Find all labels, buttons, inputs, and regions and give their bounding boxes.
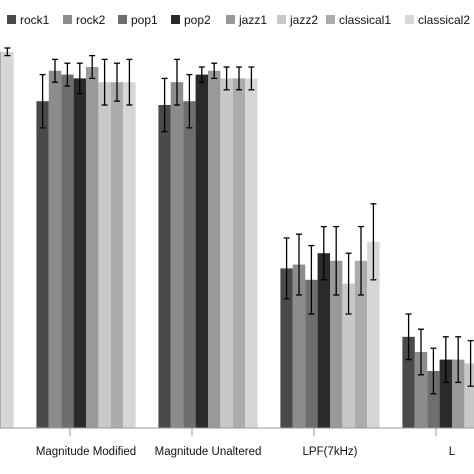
error-bar-classical1-3	[358, 225, 364, 296]
legend-swatch-classical1	[326, 15, 335, 24]
legend-item-jazz1: jazz1	[226, 13, 267, 27]
bar-classical1-1	[110, 82, 124, 428]
error-bar-jazz2-4	[467, 339, 474, 387]
error-bar-classical2-1	[126, 58, 133, 106]
bar-jazz2-2	[220, 78, 233, 429]
legend-label-jazz2: jazz2	[289, 13, 318, 27]
error-bar-rock2-4	[418, 328, 424, 376]
legend: rock1 rock2 pop1 pop2 jazz1 jazz2 classical1 cl…	[7, 13, 470, 27]
legend-swatch-jazz2	[277, 15, 286, 24]
error-bar-jazz2-1	[101, 58, 108, 106]
legend-label-pop2: pop2	[184, 13, 211, 27]
error-bar-jazz1-4	[455, 336, 462, 384]
legend-item-rock2: rock2	[63, 13, 106, 27]
bar-classical2-3	[367, 241, 380, 428]
bar-pop1-2	[183, 101, 196, 428]
error-bar-classical1-2	[236, 66, 242, 91]
bar-classical1-3	[354, 260, 368, 428]
error-bar-pop2-4	[442, 336, 449, 384]
error-bar-pop2-3	[320, 225, 327, 281]
error-bar-pop1-3	[308, 244, 315, 315]
bar-pop2-4	[439, 359, 452, 428]
error-bar-rock1-2	[161, 77, 168, 133]
error-bars	[4, 47, 474, 395]
bar-rock1-2	[158, 105, 171, 428]
x-tick-label-4: L	[449, 446, 456, 458]
error-bar-pop1-2	[186, 73, 193, 129]
error-bar-rock2-2	[174, 58, 180, 106]
legend-item-jazz2: jazz2	[277, 13, 318, 27]
x-tick-label-3: LPF(7kHz)	[303, 446, 358, 458]
bar-pop1-3	[305, 279, 318, 428]
bar-rock1-4	[402, 336, 415, 428]
legend-swatch-pop2	[171, 15, 180, 24]
error-bar-classical2-2	[248, 66, 255, 91]
error-bar-rock1-3	[283, 237, 290, 300]
bar-classical2-1	[123, 82, 136, 428]
legend-item-pop1: pop1	[118, 13, 158, 27]
legend-label-rock1: rock1	[20, 13, 50, 27]
bar-classical1-0	[0, 51, 2, 429]
error-bar-jazz2-3	[345, 252, 352, 315]
bar-rock2-4	[414, 352, 428, 428]
bar-classical2-0	[1, 51, 14, 429]
x-tick-label-2: Magnitude Unaltered	[155, 446, 262, 458]
legend-item-rock1: rock1	[7, 13, 50, 27]
bar-jazz1-2	[208, 70, 221, 429]
x-tick-label-1: Magnitude Modified	[36, 446, 136, 458]
error-bar-jazz1-3	[333, 225, 340, 296]
legend-label-jazz1: jazz1	[238, 13, 267, 27]
error-bar-jazz1-1	[89, 54, 96, 80]
bar-pop2-2	[195, 74, 208, 428]
legend-label-classical1: classical1	[339, 13, 391, 27]
error-bar-rock1-1	[39, 73, 46, 129]
bar-rock1-1	[36, 101, 49, 428]
error-bar-pop1-4	[430, 347, 437, 395]
legend-swatch-pop1	[118, 15, 127, 24]
bar-classical1-2	[232, 78, 246, 429]
legend-label-pop1: pop1	[131, 13, 158, 27]
bar-classical2-2	[245, 78, 258, 429]
bar-pop1-1	[61, 74, 74, 428]
bar-rock2-1	[48, 70, 62, 429]
legend-item-classical1: classical1	[326, 13, 391, 27]
legend-swatch-rock1	[7, 15, 16, 24]
error-bar-rock2-3	[296, 233, 302, 296]
legend-swatch-rock2	[63, 15, 72, 24]
legend-label-rock2: rock2	[76, 13, 106, 27]
error-bar-pop2-2	[198, 66, 205, 83]
legend-item-pop2: pop2	[171, 13, 211, 27]
error-bar-pop2-1	[76, 62, 83, 95]
bar-jazz2-1	[98, 82, 111, 428]
bar-jazz1-4	[452, 359, 465, 428]
bar-rock2-2	[170, 82, 184, 428]
bar-jazz2-4	[464, 363, 474, 428]
bar-rock2-3	[292, 264, 306, 428]
error-bar-classical1-1	[114, 62, 120, 102]
legend-item-classical2: classical2	[405, 13, 470, 27]
error-bar-pop1-1	[64, 62, 71, 87]
bar-rock1-3	[280, 268, 293, 428]
bar-jazz2-3	[342, 283, 355, 428]
bars	[0, 51, 474, 429]
legend-label-classical2: classical2	[418, 13, 470, 27]
error-bar-classical2-3	[370, 203, 377, 281]
legend-swatch-jazz1	[226, 15, 235, 24]
bar-jazz1-1	[86, 67, 99, 428]
legend-swatch-classical2	[405, 15, 414, 24]
error-bar-rock1-4	[405, 313, 412, 361]
error-bar-rock2-1	[52, 58, 58, 83]
bar-pop2-1	[73, 78, 86, 429]
error-bar-jazz1-2	[211, 62, 218, 80]
bar-pop2-3	[317, 253, 330, 428]
error-bar-classical2-0	[4, 47, 11, 57]
bar-pop1-4	[427, 371, 440, 428]
error-bar-jazz2-2	[223, 66, 230, 91]
bar-jazz1-3	[330, 260, 343, 428]
